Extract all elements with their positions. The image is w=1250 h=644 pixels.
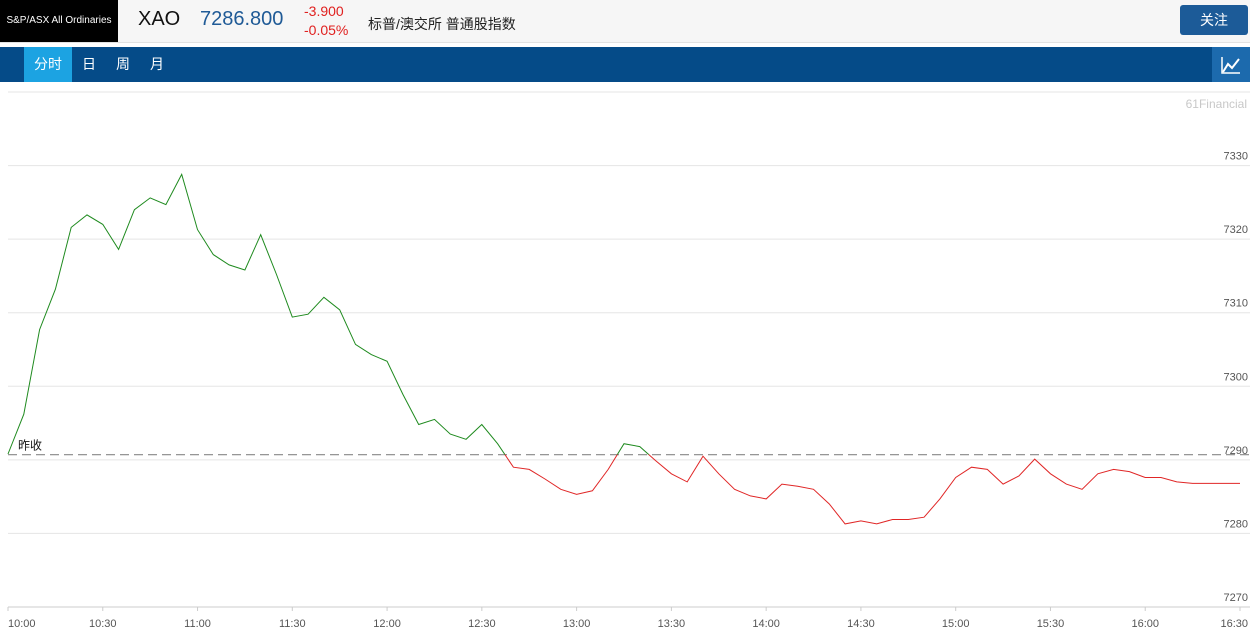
- header: S&P/ASX All Ordinaries XAO 7286.800 -3.9…: [0, 0, 1250, 43]
- y-tick-label: 7270: [1224, 592, 1248, 604]
- chart-icon[interactable]: [1212, 47, 1250, 82]
- symbol: XAO: [138, 8, 181, 30]
- y-tick-label: 7320: [1224, 224, 1248, 236]
- tab[interactable]: 日: [82, 56, 96, 72]
- change-percent: -0.05%: [304, 22, 349, 38]
- exchange-name: 标普/澳交所 普通股指数: [368, 16, 516, 32]
- tab-bar: 分时 日 周 月: [0, 47, 1250, 82]
- tab[interactable]: 分时: [24, 47, 72, 82]
- x-tick-label: 14:00: [752, 618, 780, 630]
- x-tick-label: 12:00: [373, 618, 401, 630]
- tab[interactable]: 月: [150, 56, 164, 72]
- y-tick-label: 7290: [1224, 445, 1248, 457]
- icon-graphic: [1221, 57, 1240, 74]
- reference-label: 昨收: [18, 439, 42, 453]
- tab[interactable]: 周: [116, 56, 130, 72]
- price-line: [7, 173, 1240, 525]
- x-tick-label: 15:00: [942, 618, 970, 630]
- x-tick-label: 10:00: [8, 618, 36, 630]
- x-tick-label: 14:30: [847, 618, 875, 630]
- y-tick-label: 7330: [1224, 151, 1248, 163]
- follow-button[interactable]: 关注: [1180, 5, 1248, 35]
- x-tick-label: 11:00: [184, 618, 211, 630]
- x-tick-label: 13:00: [563, 618, 591, 630]
- x-tick-label: 16:00: [1131, 618, 1159, 630]
- chart: 61Financial 7270 7280 7290 7300 7310 7320 7330…: [7, 91, 1250, 630]
- x-tick-label: 16:30: [1220, 618, 1248, 630]
- change: -3.900: [304, 3, 344, 19]
- price: 7286.800: [200, 8, 284, 30]
- y-tick-label: 7300: [1224, 371, 1248, 383]
- x-tick-label: 15:30: [1037, 618, 1065, 630]
- x-tick-label: 12:30: [468, 618, 496, 630]
- y-tick-label: 7280: [1224, 518, 1248, 530]
- watermark: 61Financial: [1186, 97, 1247, 111]
- y-tick-label: 7310: [1224, 298, 1248, 310]
- x-tick-label: 11:30: [279, 618, 306, 630]
- x-tick-label: 13:30: [658, 618, 686, 630]
- x-tick-label: 10:30: [89, 618, 117, 630]
- index-logo: S&P/ASX All Ordinaries: [0, 0, 118, 42]
